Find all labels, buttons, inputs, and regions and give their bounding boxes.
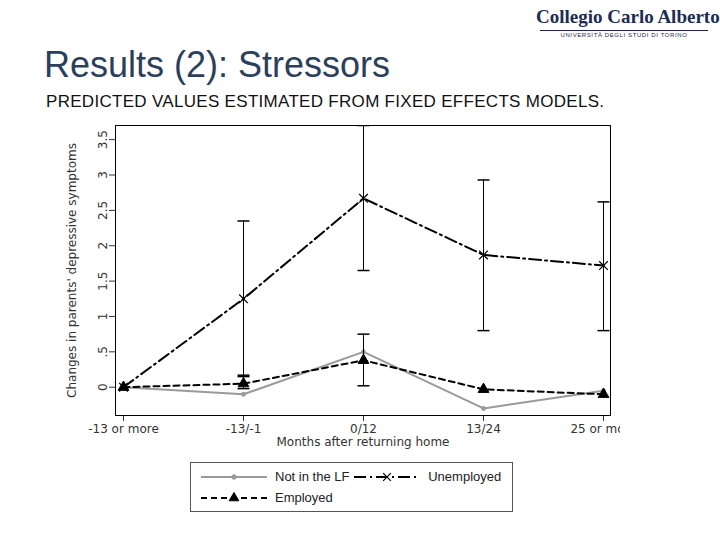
svg-text:.5: .5 xyxy=(96,346,110,357)
html-text:Not in the LF: Not in the LF xyxy=(275,469,350,484)
svg-text:2.5: 2.5 xyxy=(96,201,110,220)
svg-text:1: 1 xyxy=(96,313,110,321)
svg-text:Changes in parents' depressive: Changes in parents' depressive symptoms xyxy=(65,143,79,398)
svg-text:3: 3 xyxy=(96,171,110,179)
svg-text:25 or more: 25 or more xyxy=(570,422,620,436)
svg-text:-13/-1: -13/-1 xyxy=(226,422,262,436)
html-text:Employed: Employed xyxy=(275,490,333,505)
svg-text:0/12: 0/12 xyxy=(350,422,377,436)
svg-text:2: 2 xyxy=(96,242,110,250)
html-text:Collegio Carlo Alberto: Collegio Carlo Alberto xyxy=(536,6,720,27)
svg-text:13/24: 13/24 xyxy=(466,422,501,436)
html-text:UNIVERSITÀ DEGLI STUDI DI TORI: UNIVERSITÀ DEGLI STUDI DI TORINO xyxy=(560,32,688,38)
svg-text:3.5: 3.5 xyxy=(96,130,110,149)
html-text:Unemployed: Unemployed xyxy=(428,469,502,484)
svg-text:0: 0 xyxy=(96,383,110,391)
svg-text:-13 or more: -13 or more xyxy=(88,422,159,436)
html-text:PREDICTED VALUES ESTIMATED FRO: PREDICTED VALUES ESTIMATED FROM FIXED EF… xyxy=(46,92,605,111)
svg-text:Months after returning home: Months after returning home xyxy=(277,435,450,449)
html-text:Results (2): Stressors: Results (2): Stressors xyxy=(44,44,391,85)
svg-text:1.5: 1.5 xyxy=(96,272,110,291)
